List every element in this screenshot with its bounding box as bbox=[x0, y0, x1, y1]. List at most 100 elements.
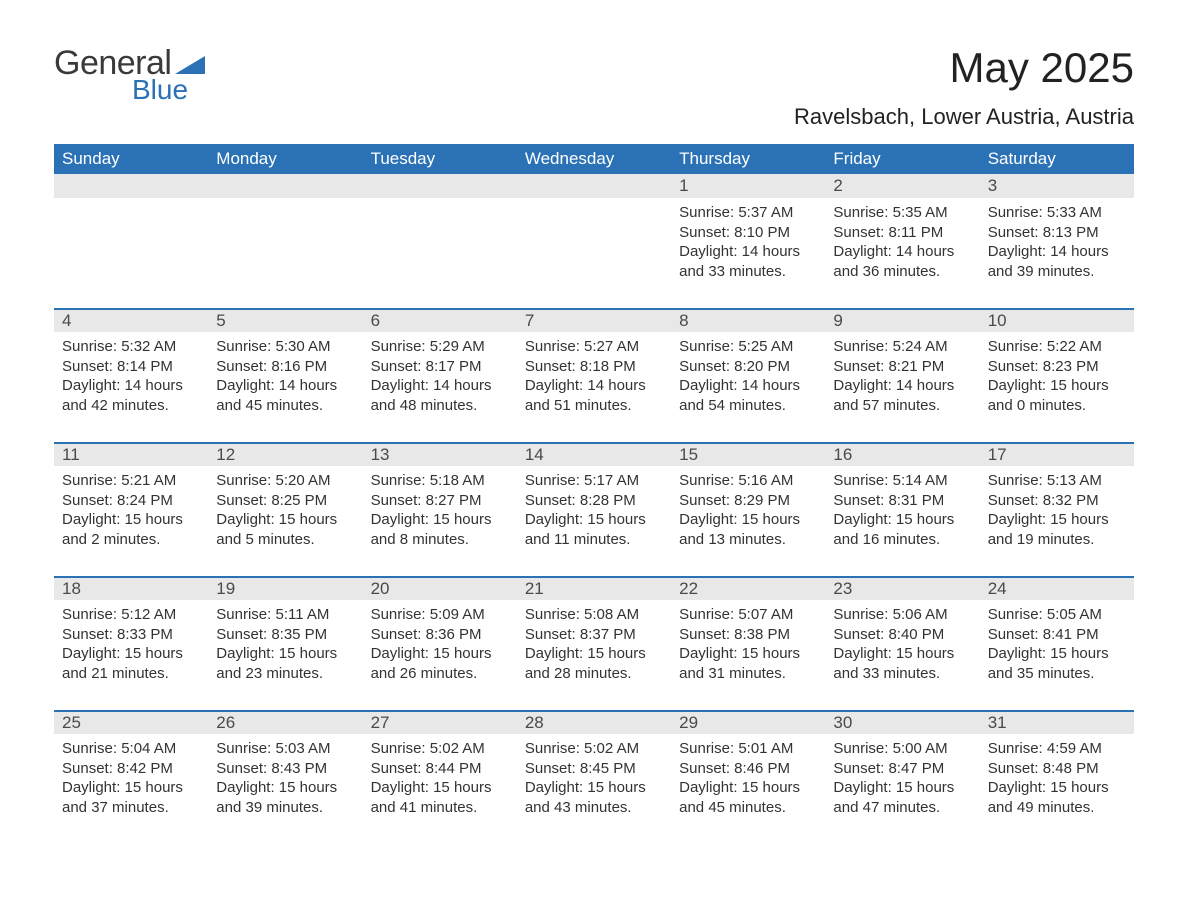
sunrise-text: Sunrise: 5:24 AM bbox=[833, 337, 971, 357]
sunset-text: Sunset: 8:32 PM bbox=[988, 491, 1126, 511]
day-cell: Sunrise: 5:14 AMSunset: 8:31 PMDaylight:… bbox=[825, 466, 979, 550]
sunrise-text: Sunrise: 5:22 AM bbox=[988, 337, 1126, 357]
sunset-text: Sunset: 8:13 PM bbox=[988, 223, 1126, 243]
day-number-row: 123 bbox=[54, 174, 1134, 198]
day-number: 11 bbox=[54, 445, 208, 465]
daylight2-text: and 51 minutes. bbox=[525, 396, 663, 416]
day-number: 12 bbox=[208, 445, 362, 465]
daylight2-text: and 19 minutes. bbox=[988, 530, 1126, 550]
title-block: May 2025 Ravelsbach, Lower Austria, Aust… bbox=[794, 46, 1134, 130]
daylight1-text: Daylight: 15 hours bbox=[679, 510, 817, 530]
day-number: 30 bbox=[825, 713, 979, 733]
sunrise-text: Sunrise: 5:05 AM bbox=[988, 605, 1126, 625]
sunrise-text: Sunrise: 5:11 AM bbox=[216, 605, 354, 625]
daylight2-text: and 47 minutes. bbox=[833, 798, 971, 818]
day-cell: Sunrise: 5:21 AMSunset: 8:24 PMDaylight:… bbox=[54, 466, 208, 550]
daylight2-text: and 8 minutes. bbox=[371, 530, 509, 550]
sunset-text: Sunset: 8:35 PM bbox=[216, 625, 354, 645]
daylight2-text: and 26 minutes. bbox=[371, 664, 509, 684]
day-number: 21 bbox=[517, 579, 671, 599]
daylight1-text: Daylight: 15 hours bbox=[62, 510, 200, 530]
day-cell: Sunrise: 5:29 AMSunset: 8:17 PMDaylight:… bbox=[363, 332, 517, 416]
day-number: 24 bbox=[980, 579, 1134, 599]
day-number: 18 bbox=[54, 579, 208, 599]
day-cell: Sunrise: 5:13 AMSunset: 8:32 PMDaylight:… bbox=[980, 466, 1134, 550]
day-number: 1 bbox=[671, 176, 825, 196]
daylight2-text: and 48 minutes. bbox=[371, 396, 509, 416]
daylight1-text: Daylight: 15 hours bbox=[679, 778, 817, 798]
day-number: 27 bbox=[363, 713, 517, 733]
sunrise-text: Sunrise: 5:29 AM bbox=[371, 337, 509, 357]
day-number: 14 bbox=[517, 445, 671, 465]
sunset-text: Sunset: 8:10 PM bbox=[679, 223, 817, 243]
daylight2-text: and 2 minutes. bbox=[62, 530, 200, 550]
sunset-text: Sunset: 8:23 PM bbox=[988, 357, 1126, 377]
sunset-text: Sunset: 8:45 PM bbox=[525, 759, 663, 779]
day-cell: Sunrise: 5:16 AMSunset: 8:29 PMDaylight:… bbox=[671, 466, 825, 550]
day-cell: Sunrise: 5:17 AMSunset: 8:28 PMDaylight:… bbox=[517, 466, 671, 550]
daylight1-text: Daylight: 15 hours bbox=[525, 510, 663, 530]
daylight1-text: Daylight: 15 hours bbox=[833, 510, 971, 530]
day-number: 15 bbox=[671, 445, 825, 465]
sunset-text: Sunset: 8:18 PM bbox=[525, 357, 663, 377]
day-cell: Sunrise: 5:05 AMSunset: 8:41 PMDaylight:… bbox=[980, 600, 1134, 684]
daylight2-text: and 45 minutes. bbox=[216, 396, 354, 416]
day-cell: Sunrise: 5:04 AMSunset: 8:42 PMDaylight:… bbox=[54, 734, 208, 818]
day-cell: Sunrise: 5:07 AMSunset: 8:38 PMDaylight:… bbox=[671, 600, 825, 684]
day-number: 8 bbox=[671, 311, 825, 331]
week-block: 11121314151617Sunrise: 5:21 AMSunset: 8:… bbox=[54, 442, 1134, 550]
day-cell: Sunrise: 5:37 AMSunset: 8:10 PMDaylight:… bbox=[671, 198, 825, 282]
sunrise-text: Sunrise: 5:00 AM bbox=[833, 739, 971, 759]
daylight2-text: and 16 minutes. bbox=[833, 530, 971, 550]
day-number: 26 bbox=[208, 713, 362, 733]
day-number: 10 bbox=[980, 311, 1134, 331]
day-cell: Sunrise: 5:20 AMSunset: 8:25 PMDaylight:… bbox=[208, 466, 362, 550]
daylight2-text: and 39 minutes. bbox=[988, 262, 1126, 282]
sunset-text: Sunset: 8:36 PM bbox=[371, 625, 509, 645]
day-cell: Sunrise: 5:32 AMSunset: 8:14 PMDaylight:… bbox=[54, 332, 208, 416]
week-block: 18192021222324Sunrise: 5:12 AMSunset: 8:… bbox=[54, 576, 1134, 684]
dow-thursday: Thursday bbox=[671, 149, 825, 169]
day-cell: Sunrise: 5:09 AMSunset: 8:36 PMDaylight:… bbox=[363, 600, 517, 684]
week-block: 123Sunrise: 5:37 AMSunset: 8:10 PMDaylig… bbox=[54, 174, 1134, 282]
sunset-text: Sunset: 8:47 PM bbox=[833, 759, 971, 779]
day-cell: Sunrise: 5:08 AMSunset: 8:37 PMDaylight:… bbox=[517, 600, 671, 684]
day-cell: Sunrise: 5:02 AMSunset: 8:44 PMDaylight:… bbox=[363, 734, 517, 818]
day-content-row: Sunrise: 5:04 AMSunset: 8:42 PMDaylight:… bbox=[54, 734, 1134, 818]
day-number: 13 bbox=[363, 445, 517, 465]
daylight1-text: Daylight: 15 hours bbox=[833, 644, 971, 664]
day-number: 9 bbox=[825, 311, 979, 331]
sunrise-text: Sunrise: 5:25 AM bbox=[679, 337, 817, 357]
day-cell: Sunrise: 5:27 AMSunset: 8:18 PMDaylight:… bbox=[517, 332, 671, 416]
day-number: 22 bbox=[671, 579, 825, 599]
daylight1-text: Daylight: 15 hours bbox=[988, 376, 1126, 396]
day-cell: Sunrise: 5:24 AMSunset: 8:21 PMDaylight:… bbox=[825, 332, 979, 416]
sunset-text: Sunset: 8:27 PM bbox=[371, 491, 509, 511]
sunset-text: Sunset: 8:37 PM bbox=[525, 625, 663, 645]
day-cell: Sunrise: 4:59 AMSunset: 8:48 PMDaylight:… bbox=[980, 734, 1134, 818]
sunset-text: Sunset: 8:29 PM bbox=[679, 491, 817, 511]
daylight2-text: and 33 minutes. bbox=[833, 664, 971, 684]
calendar-page: General Blue May 2025 Ravelsbach, Lower … bbox=[0, 0, 1188, 918]
week-block: 25262728293031Sunrise: 5:04 AMSunset: 8:… bbox=[54, 710, 1134, 818]
day-number-row: 11121314151617 bbox=[54, 442, 1134, 466]
weeks-container: 123Sunrise: 5:37 AMSunset: 8:10 PMDaylig… bbox=[54, 174, 1134, 818]
daylight1-text: Daylight: 15 hours bbox=[988, 644, 1126, 664]
day-number-row: 45678910 bbox=[54, 308, 1134, 332]
daylight1-text: Daylight: 14 hours bbox=[62, 376, 200, 396]
daylight2-text: and 0 minutes. bbox=[988, 396, 1126, 416]
day-cell: Sunrise: 5:06 AMSunset: 8:40 PMDaylight:… bbox=[825, 600, 979, 684]
sunset-text: Sunset: 8:40 PM bbox=[833, 625, 971, 645]
sunset-text: Sunset: 8:41 PM bbox=[988, 625, 1126, 645]
daylight1-text: Daylight: 15 hours bbox=[62, 778, 200, 798]
dow-sunday: Sunday bbox=[54, 149, 208, 169]
day-number: 25 bbox=[54, 713, 208, 733]
day-content-row: Sunrise: 5:32 AMSunset: 8:14 PMDaylight:… bbox=[54, 332, 1134, 416]
daylight2-text: and 54 minutes. bbox=[679, 396, 817, 416]
day-content-row: Sunrise: 5:21 AMSunset: 8:24 PMDaylight:… bbox=[54, 466, 1134, 550]
sunset-text: Sunset: 8:43 PM bbox=[216, 759, 354, 779]
daylight2-text: and 33 minutes. bbox=[679, 262, 817, 282]
day-cell: Sunrise: 5:30 AMSunset: 8:16 PMDaylight:… bbox=[208, 332, 362, 416]
daylight1-text: Daylight: 14 hours bbox=[833, 376, 971, 396]
day-content-row: Sunrise: 5:37 AMSunset: 8:10 PMDaylight:… bbox=[54, 198, 1134, 282]
